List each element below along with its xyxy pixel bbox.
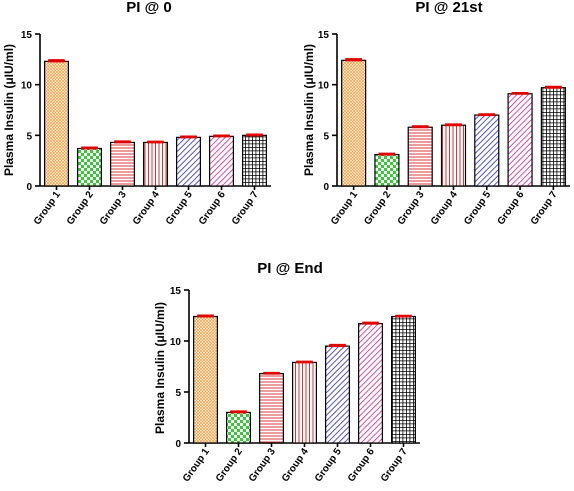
x-tick-label: Group 1 xyxy=(181,446,212,484)
x-tick-label: Group 5 xyxy=(164,189,195,227)
x-tick-label: Group 2 xyxy=(65,189,96,227)
bar-group-4 xyxy=(292,361,317,444)
chart-title: PI @ End xyxy=(257,260,322,277)
bar-group-5 xyxy=(176,136,201,187)
y-tick-label: 5 xyxy=(26,131,32,142)
x-tick-label: Group 1 xyxy=(32,189,63,227)
x-tick-label: Group 6 xyxy=(496,189,527,227)
bar-group-5 xyxy=(474,114,500,187)
bar-group-3 xyxy=(407,126,433,187)
y-tick-label: 5 xyxy=(175,388,181,399)
chart-title: PI @ 0 xyxy=(126,0,171,16)
chart-pi-end: PI @ End Plasma Insulin (μIU/ml) 0 5 10 15 G… xyxy=(153,260,420,484)
x-tick-label: Group 2 xyxy=(362,189,393,227)
bar-group-3 xyxy=(110,141,135,187)
chart-title: PI @ 21st xyxy=(415,0,482,16)
x-tick-label: Group 6 xyxy=(197,189,228,227)
x-tick-label: Group 3 xyxy=(396,189,427,227)
x-tick-label: Group 2 xyxy=(214,446,245,484)
bar-group-1 xyxy=(44,60,69,187)
bar-group-2 xyxy=(77,147,102,187)
bar-group-6 xyxy=(358,323,383,444)
y-tick-label: 15 xyxy=(318,30,330,41)
y-tick-label: 0 xyxy=(26,182,32,193)
bar-group-7 xyxy=(391,315,416,444)
bar-group-1 xyxy=(193,315,218,444)
x-tick-label: Group 3 xyxy=(98,189,129,227)
x-tick-label: Group 7 xyxy=(529,189,560,227)
bar-group-7 xyxy=(540,87,566,187)
x-tick-label: Group 3 xyxy=(247,446,278,484)
x-tick-label: Group 4 xyxy=(429,189,460,227)
y-tick-label: 10 xyxy=(318,81,330,92)
bar-group-5 xyxy=(325,345,350,444)
y-tick-label: 5 xyxy=(323,131,329,142)
bar-group-6 xyxy=(507,93,533,187)
bar-group-4 xyxy=(440,124,467,187)
x-tick-label: Group 4 xyxy=(280,446,311,484)
y-tick-label: 15 xyxy=(21,30,33,41)
bar-group-7 xyxy=(242,134,267,187)
bar-group-2 xyxy=(226,411,251,444)
y-axis-label: Plasma Insulin (μIU/ml) xyxy=(153,302,167,434)
x-tick-label: Group 6 xyxy=(346,446,377,484)
x-tick-label: Group 5 xyxy=(313,446,344,484)
chart-pi-0: PI @ 0 Plasma Insulin (μIU/ml) 0 5 10 15 Gro… xyxy=(2,0,271,227)
y-tick-label: 0 xyxy=(323,182,329,193)
x-tick-label: Group 1 xyxy=(329,189,360,227)
chart-pi-21st: PI @ 21st Plasma Insulin (μIU/ml) 0 5 10 15… xyxy=(302,0,570,227)
x-tick-label: Group 7 xyxy=(230,189,261,227)
y-tick-label: 0 xyxy=(175,439,181,450)
x-tick-label: Group 4 xyxy=(131,189,162,227)
bar-group-4 xyxy=(143,141,168,187)
y-axis-label: Plasma Insulin (μIU/ml) xyxy=(2,44,16,176)
x-tick-label: Group 7 xyxy=(379,446,410,484)
bar-group-2 xyxy=(374,153,400,187)
y-tick-label: 10 xyxy=(21,81,33,92)
y-tick-label: 10 xyxy=(170,337,182,348)
bar-group-1 xyxy=(341,59,367,187)
bar-group-3 xyxy=(259,373,284,444)
bar-group-6 xyxy=(209,135,234,187)
x-tick-label: Group 5 xyxy=(462,189,493,227)
y-tick-label: 15 xyxy=(170,286,182,297)
y-axis-label: Plasma Insulin (μIU/ml) xyxy=(302,44,316,176)
